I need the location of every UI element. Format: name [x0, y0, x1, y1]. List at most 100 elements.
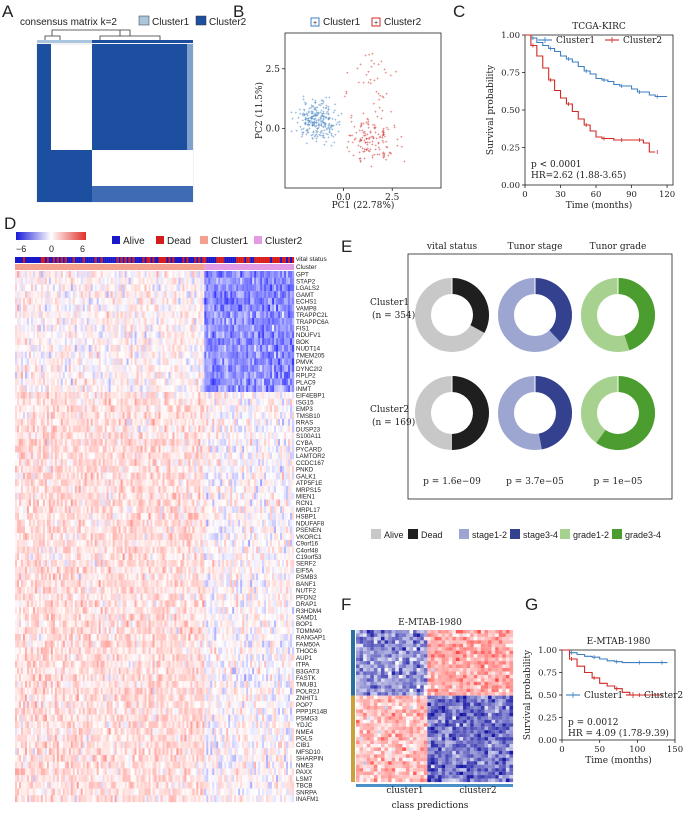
heatmap-cell — [146, 271, 149, 278]
heatmap-cell — [58, 472, 61, 480]
heatmap-cell — [200, 418, 203, 426]
heatmap-cell — [236, 439, 239, 446]
heatmap-cell — [48, 445, 52, 453]
heatmap-cell — [48, 391, 52, 399]
pca-point-cluster2: + — [350, 132, 353, 137]
heatmap-cell — [250, 452, 253, 460]
heatmap-cell — [202, 291, 205, 299]
heatmap-cell — [140, 351, 143, 359]
heatmap-cell — [288, 391, 291, 399]
heatmap-cell — [56, 358, 59, 366]
heatmap-cell — [290, 412, 293, 420]
pca-point-cluster2: + — [371, 153, 374, 158]
heatmap-cell — [158, 385, 161, 393]
heatmap-cell — [104, 385, 107, 393]
heatmap-cell — [144, 344, 147, 352]
heatmap-cell — [94, 405, 97, 413]
heatmap-cell — [120, 425, 123, 433]
heatmap-cell — [72, 391, 75, 399]
heatmap-cell — [274, 385, 277, 393]
heatmap-cell — [162, 351, 165, 359]
heatmap-cell — [150, 432, 153, 440]
heatmap-cell — [172, 318, 175, 325]
heatmap-cell — [272, 371, 275, 379]
heatmap-cell — [200, 284, 203, 292]
vital-status-cell — [84, 257, 87, 263]
heatmap-cell — [168, 412, 171, 420]
heatmap-cell — [164, 318, 167, 325]
heatmap-cell — [160, 398, 163, 406]
heatmap-cell — [74, 344, 77, 352]
heatmap-cell — [54, 418, 57, 426]
heatmap-cell — [250, 304, 253, 312]
heatmap-cell — [120, 391, 123, 399]
heatmap-cell — [118, 338, 121, 346]
vital-status-cell — [134, 257, 137, 263]
pca-point-cluster2: + — [383, 151, 386, 156]
heatmap-cell — [108, 439, 111, 446]
heatmap-cell — [166, 398, 169, 406]
heatmap-cell — [110, 297, 113, 305]
heatmap-cell — [114, 371, 117, 379]
heatmap-cell — [30, 432, 34, 440]
heatmap-cell — [264, 358, 267, 366]
heatmap-cell — [34, 291, 38, 299]
heatmap-cell — [174, 365, 177, 372]
heatmap-cell — [48, 304, 52, 312]
heatmap-cell — [46, 405, 50, 413]
heatmap-cell — [24, 439, 28, 446]
heatmap-cell — [198, 358, 201, 366]
heatmap-cell — [224, 452, 227, 460]
heatmap-cell — [172, 445, 175, 453]
heatmap-cell — [36, 391, 40, 399]
pca-point-cluster1: + — [312, 123, 315, 128]
heatmap-cell — [188, 304, 191, 312]
heatmap-cell — [266, 459, 269, 467]
vital-status-cell — [200, 257, 203, 263]
heatmap-cell — [26, 412, 30, 420]
heatmap-cell — [238, 378, 241, 386]
heatmap-cell — [226, 351, 229, 359]
heatmap-cell — [280, 297, 283, 305]
heatmap-cell — [170, 311, 173, 319]
pca-point-cluster2: + — [381, 93, 384, 98]
heatmap-cell — [200, 304, 203, 312]
heatmap-cell — [230, 412, 233, 420]
heatmap-cell — [208, 378, 211, 386]
heatmap-cell — [28, 459, 32, 467]
heatmap-cell — [160, 304, 163, 312]
heatmap-cell — [34, 277, 38, 285]
heatmap-cell — [270, 465, 273, 473]
heatmap-cell — [94, 452, 97, 460]
heatmap-cell — [192, 472, 195, 480]
heatmap-cell — [34, 365, 38, 372]
heatmap-cell — [138, 412, 141, 420]
heatmap-cell — [220, 425, 223, 433]
heatmap-cell — [66, 331, 69, 339]
heatmap-cell — [126, 311, 129, 319]
heatmap-cell — [78, 351, 81, 359]
heatmap-cell — [200, 371, 203, 379]
heatmap-cell — [118, 391, 121, 399]
heatmap-cell — [122, 331, 125, 339]
heatmap-cell — [66, 465, 69, 473]
heatmap-cell — [286, 344, 289, 352]
heatmap-cell — [282, 351, 285, 359]
heatmap-cell — [150, 398, 153, 406]
heatmap-cell — [152, 297, 155, 305]
heatmap-cell — [250, 297, 253, 305]
heatmap-cell — [204, 271, 207, 278]
heatmap-cell — [258, 277, 261, 285]
pca-point-cluster1: + — [320, 113, 323, 118]
heatmap-cell — [128, 425, 131, 433]
heatmap-cell — [262, 445, 265, 453]
heatmap-cell — [58, 291, 61, 299]
heatmap-cell — [196, 338, 199, 346]
heatmap-cell — [34, 371, 38, 379]
heatmap-cell — [94, 412, 97, 420]
heatmap-cell — [106, 439, 109, 446]
heatmap-cell — [52, 291, 56, 299]
heatmap-cell — [74, 331, 77, 339]
heatmap-cell — [24, 344, 28, 352]
heatmap-cell — [72, 304, 75, 312]
